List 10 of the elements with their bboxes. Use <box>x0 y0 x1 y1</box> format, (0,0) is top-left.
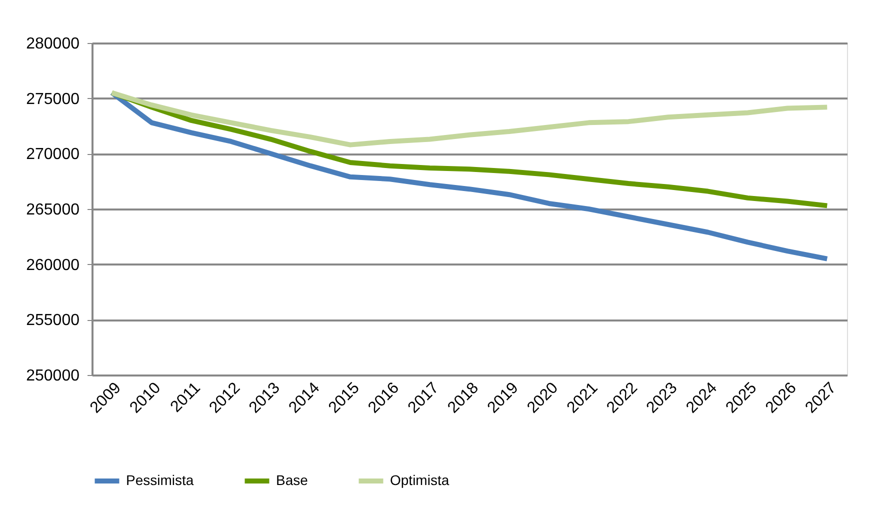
legend-label: Optimista <box>390 472 450 488</box>
y-tick-label: 260000 <box>26 256 80 274</box>
y-tick-label: 280000 <box>26 36 80 52</box>
legend-label: Pessimista <box>126 472 194 488</box>
y-tick-label: 270000 <box>26 146 80 164</box>
y-tick-label: 250000 <box>26 368 80 384</box>
legend-label: Base <box>276 472 308 488</box>
y-tick-label: 265000 <box>26 202 80 218</box>
y-tick-label: 255000 <box>26 312 80 330</box>
y-tick-label: 275000 <box>26 90 80 108</box>
